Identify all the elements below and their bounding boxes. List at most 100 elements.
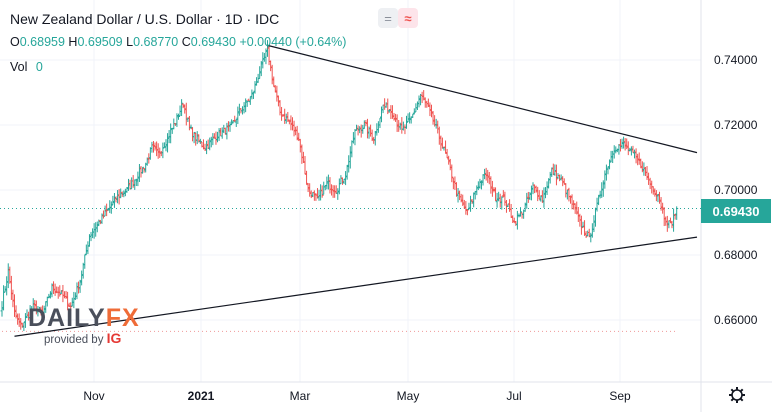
candle xyxy=(58,285,62,297)
candle xyxy=(447,155,451,165)
candle xyxy=(89,231,93,242)
candle xyxy=(584,231,588,239)
candle xyxy=(111,195,115,206)
candle xyxy=(525,192,529,209)
candle xyxy=(322,181,326,195)
candle xyxy=(116,190,120,204)
candle xyxy=(519,207,523,217)
ohlc-high-key: H xyxy=(68,35,78,49)
candle xyxy=(383,98,387,110)
wave-icon[interactable]: ≈ xyxy=(398,8,418,28)
candle xyxy=(392,112,396,121)
equals-icon[interactable]: = xyxy=(378,8,398,28)
candle xyxy=(64,290,68,299)
y-tick-label: 0.70000 xyxy=(714,183,758,197)
gear-icon[interactable] xyxy=(729,387,745,403)
candle xyxy=(127,178,131,191)
candle xyxy=(155,141,159,157)
candle xyxy=(92,223,96,239)
candle xyxy=(251,91,255,99)
candle xyxy=(636,153,640,166)
candle xyxy=(3,286,7,293)
candle xyxy=(161,142,165,159)
candle xyxy=(205,140,209,155)
candle xyxy=(211,133,215,146)
x-tick-label: Sep xyxy=(609,389,631,403)
candle xyxy=(269,60,273,72)
candle xyxy=(198,138,202,144)
candle xyxy=(286,111,290,122)
candle xyxy=(361,124,365,134)
candle xyxy=(598,190,602,199)
ohlc-open-key: O xyxy=(10,35,20,49)
candle xyxy=(614,146,618,154)
candle xyxy=(350,140,354,158)
candle xyxy=(339,175,343,185)
candle xyxy=(380,106,384,123)
candle xyxy=(226,121,230,132)
candle xyxy=(672,208,676,232)
candle xyxy=(270,64,274,85)
candle xyxy=(319,184,323,201)
candle xyxy=(592,215,596,233)
ohlc-open-value: 0.68959 xyxy=(19,35,65,49)
candle xyxy=(78,279,82,293)
candle xyxy=(11,289,15,308)
candle xyxy=(337,178,341,195)
candle xyxy=(372,136,376,144)
candle xyxy=(458,190,462,201)
candle xyxy=(208,137,212,151)
candle xyxy=(156,143,160,159)
candle xyxy=(667,220,671,229)
candle xyxy=(348,146,352,169)
candle xyxy=(440,137,444,149)
candle xyxy=(241,106,245,115)
candle xyxy=(545,181,549,195)
trendlines xyxy=(14,44,698,337)
y-tick-label: 0.66000 xyxy=(714,313,758,327)
dailyfx-watermark: DAILYFX provided by IG xyxy=(28,305,140,346)
ohlc-low-key: L xyxy=(126,35,134,49)
candle xyxy=(576,206,580,222)
candle xyxy=(259,60,263,77)
candle xyxy=(151,141,155,153)
candle xyxy=(662,207,666,227)
candle xyxy=(136,171,140,187)
x-tick-label: May xyxy=(397,389,420,403)
candle xyxy=(415,101,419,111)
candle xyxy=(80,270,84,286)
candle xyxy=(365,118,369,139)
x-tick-label: Mar xyxy=(290,389,311,403)
candle xyxy=(454,182,458,197)
x-tick-label: 2021 xyxy=(188,389,215,403)
candle xyxy=(381,104,385,114)
candle xyxy=(501,190,505,198)
candle xyxy=(353,129,357,146)
candle xyxy=(178,105,182,117)
candle xyxy=(359,124,363,138)
candle xyxy=(272,76,276,87)
y-tick-label: 0.68000 xyxy=(714,248,758,262)
candle xyxy=(626,141,630,156)
candle xyxy=(62,291,66,299)
candle xyxy=(565,189,569,200)
candle xyxy=(658,191,662,204)
last-price-tag: 0.69430 xyxy=(701,199,771,223)
candle xyxy=(237,103,241,116)
candle xyxy=(137,164,141,182)
candle xyxy=(422,90,426,101)
candle xyxy=(195,131,199,145)
candle xyxy=(509,203,513,218)
candle xyxy=(604,164,608,181)
candle xyxy=(533,184,537,194)
candle xyxy=(61,284,65,303)
price-axis: 0.74000 0.72000 0.70000 0.68000 0.66000 xyxy=(714,53,758,327)
candle xyxy=(450,164,454,183)
candle xyxy=(425,100,429,108)
candle xyxy=(411,113,415,118)
ohlc-close-key: C xyxy=(181,35,191,49)
volume-label: Vol xyxy=(10,60,28,74)
candle xyxy=(464,201,468,215)
candle xyxy=(222,124,226,134)
